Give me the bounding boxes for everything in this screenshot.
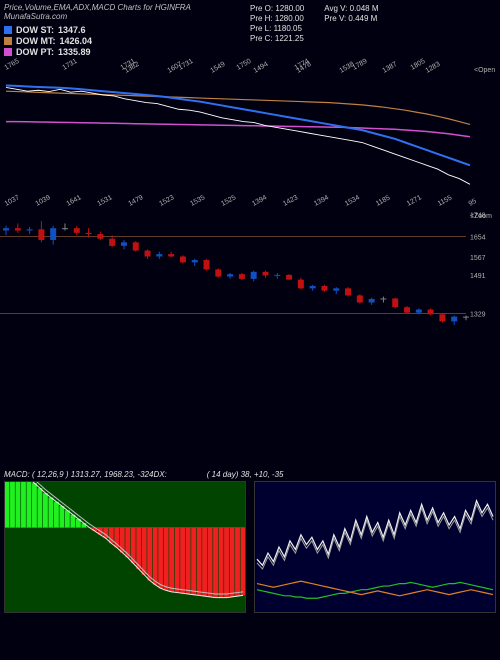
svg-text:1549: 1549 [210, 61, 227, 75]
macd-panel[interactable] [4, 481, 246, 613]
line-chart-panel[interactable]: 1765173117311731175017741789180513821607… [0, 58, 500, 208]
svg-text:<Open: <Open [474, 67, 495, 74]
svg-text:1538: 1538 [339, 61, 356, 75]
legend-mt: DOW MT: 1426.04 [4, 36, 250, 46]
svg-text:1607: 1607 [167, 61, 184, 75]
stat-open: Pre O: 1280.00 [250, 4, 304, 13]
svg-text:1523: 1523 [158, 194, 175, 208]
stat-close: Pre C: 1221.25 [250, 34, 304, 43]
svg-text:1039: 1039 [35, 194, 52, 208]
svg-text:1185: 1185 [375, 194, 392, 207]
chart-title: Price,Volume,EMA,ADX,MACD Charts for HGI… [4, 3, 250, 21]
svg-text:1491: 1491 [470, 273, 486, 280]
legend-pt: DOW PT: 1335.89 [4, 47, 250, 57]
svg-text:1535: 1535 [189, 194, 206, 208]
stat-low: Pre L: 1180.05 [250, 24, 304, 33]
svg-text:1765: 1765 [4, 58, 21, 72]
macd-values: ( 12,26,9 ) 1313.27, 1968.23, -324DX: [32, 470, 167, 479]
svg-text:1534: 1534 [344, 194, 361, 208]
svg-text:1479: 1479 [127, 194, 144, 208]
macd-info-row: MACD: ( 12,26,9 ) 1313.27, 1968.23, -324… [0, 468, 500, 481]
swatch-st [4, 26, 12, 34]
macd-label: MACD: [4, 470, 30, 479]
svg-text:<Zoom: <Zoom [470, 213, 492, 220]
stats-col-2: Avg V: 0.048 M Pre V: 0.449 M [324, 3, 378, 58]
svg-text:1387: 1387 [382, 61, 399, 75]
adx-panel[interactable] [254, 481, 496, 613]
legend-st-label: DOW ST: [16, 25, 54, 35]
swatch-pt [4, 48, 12, 56]
legend-pt-value: 1335.89 [58, 47, 91, 57]
svg-text:95: 95 [468, 198, 478, 208]
svg-text:1271: 1271 [406, 194, 423, 208]
stat-prevol: Pre V: 0.449 M [324, 14, 378, 23]
header: Price,Volume,EMA,ADX,MACD Charts for HGI… [0, 0, 500, 58]
legend-mt-value: 1426.04 [60, 36, 93, 46]
legend-st-value: 1347.6 [58, 25, 86, 35]
spacer [0, 338, 500, 468]
legend-pt-label: DOW PT: [16, 47, 54, 57]
legend-mt-label: DOW MT: [16, 36, 56, 46]
stats-col-1: Pre O: 1280.00 Pre H: 1280.00 Pre L: 118… [250, 3, 304, 58]
svg-text:1423: 1423 [282, 194, 299, 208]
svg-text:1394: 1394 [251, 194, 268, 208]
svg-text:1494: 1494 [253, 61, 270, 75]
svg-text:1567: 1567 [470, 255, 486, 262]
svg-text:1394: 1394 [313, 194, 330, 208]
swatch-mt [4, 37, 12, 45]
svg-text:1155: 1155 [437, 194, 454, 207]
svg-text:1750: 1750 [236, 58, 253, 72]
svg-text:1037: 1037 [4, 194, 21, 208]
stat-avgvol: Avg V: 0.048 M [324, 4, 378, 13]
svg-text:1531: 1531 [96, 194, 113, 208]
stat-high: Pre H: 1280.00 [250, 14, 304, 23]
svg-text:1329: 1329 [470, 311, 486, 318]
svg-text:1525: 1525 [220, 194, 237, 208]
legend-st: DOW ST: 1347.6 [4, 25, 250, 35]
svg-text:1283: 1283 [425, 61, 442, 75]
candle-chart-panel[interactable]: 17481654156714911329<Zoom [0, 208, 500, 338]
svg-text:1641: 1641 [66, 194, 83, 208]
svg-text:1731: 1731 [62, 58, 79, 72]
svg-text:1654: 1654 [470, 235, 486, 242]
adx-values: ( 14 day) 38, +10, -35 [207, 470, 284, 479]
